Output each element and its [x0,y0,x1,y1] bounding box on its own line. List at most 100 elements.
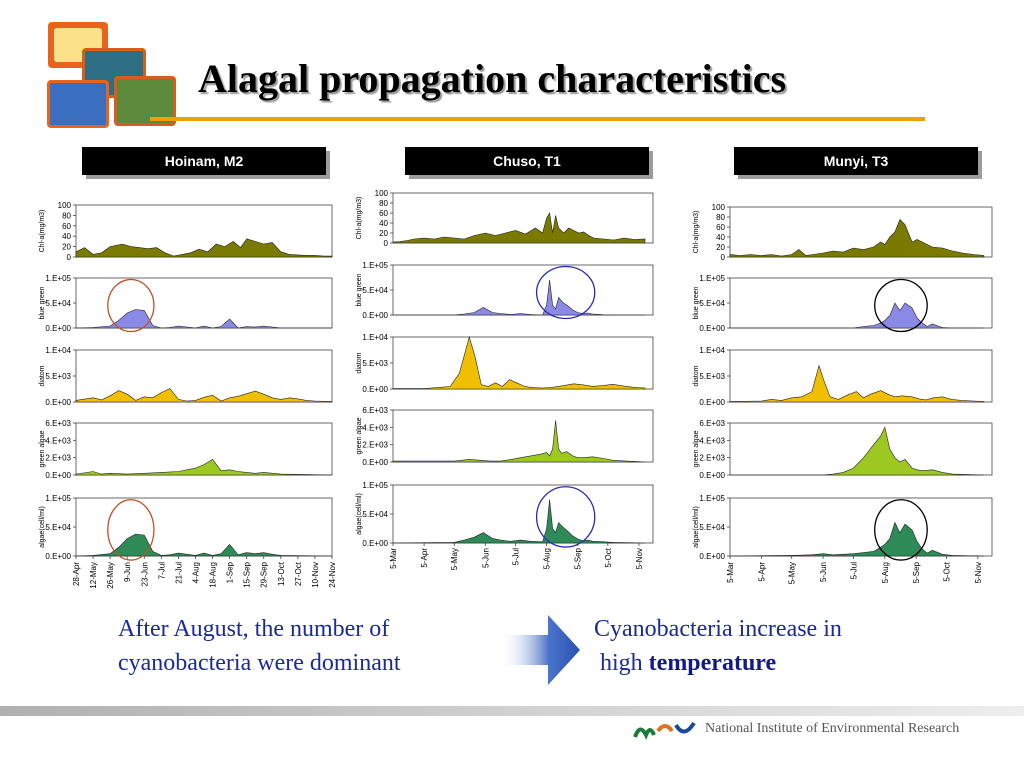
left-caption-line2: cyanobacteria were dominant [118,650,401,676]
y-tick-label-chl: 80 [62,211,71,220]
y-tick-label-green_algae: 2.E+03 [699,454,725,463]
left-caption: After August, the number of cyanobacteri… [118,612,401,680]
y-tick-label-green_algae: 4.E+03 [45,436,71,445]
y-tick-label-algae: 5.E+04 [699,523,725,532]
y-tick-label-algae: 0.E+00 [45,552,71,561]
x-tick-label: 5-Apr [757,562,766,582]
y-axis-label-diatom: diatom [39,365,46,386]
y-tick-label-chl: 80 [716,213,725,222]
page-title: Alagal propagation characteristics [198,56,787,101]
right-caption-line1: Cyanobacteria increase in [594,616,842,642]
plot-frame-blue_green [729,277,993,329]
site-header-hoinam: Hoinam, M2 [82,147,326,175]
x-tick-label: 15-Sep [243,561,252,587]
y-axis-label-green_algae: green algae [693,430,700,467]
x-tick-label: 28-Apr [72,562,81,586]
right-caption: Cyanobacteria increase in high temperatu… [594,612,842,680]
x-tick-label: 5-Jul [511,548,520,566]
y-tick-label-blue_green: 0.E+00 [699,324,725,333]
y-tick-label-blue_green: 1.E+05 [699,274,725,283]
x-tick-label: 13-Oct [277,561,286,586]
plot-frame-chl [729,206,993,258]
y-tick-label-blue_green: 1.E+05 [362,261,388,270]
plot-frame-blue_green [75,277,333,329]
y-tick-label-blue_green: 0.E+00 [45,324,71,333]
x-tick-label: 5-Sep [574,547,583,569]
x-tick-label: 9-Jun [123,562,132,582]
y-axis-label-chl: Chl-a(mg/m3) [39,210,46,253]
left-caption-line1: After August, the number of [118,616,390,642]
y-tick-label-algae: 1.E+05 [362,481,388,490]
series-area-green_algae [730,426,984,476]
x-tick-label: 5-May [450,548,459,570]
plot-frame-green_algae [392,409,654,463]
y-tick-label-algae: 5.E+04 [362,510,388,519]
y-tick-label-chl: 80 [379,199,388,208]
y-tick-label-green_algae: 0.E+00 [45,471,71,480]
y-tick-label-chl: 0 [384,239,389,248]
highlight-circle-blue_green [874,278,928,333]
highlight-circle-blue_green [107,278,155,333]
x-tick-label: 5-Oct [604,547,613,567]
highlight-circle-blue_green [535,265,596,320]
y-axis-label-chl: Chl-a(mg/m3) [356,197,363,240]
nier-logo-icon [633,721,696,740]
x-tick-label: 24-Nov [328,562,337,588]
y-tick-label-chl: 100 [712,203,726,212]
footer-org-name: National Institute of Environmental Rese… [705,721,960,736]
y-tick-label-algae: 5.E+04 [45,523,71,532]
x-tick-label: 5-Aug [543,548,552,569]
series-area-green_algae [75,459,333,476]
y-axis-label-blue_green: blue green [356,273,363,306]
y-tick-label-chl: 60 [62,222,71,231]
x-tick-label: 5-Jul [849,562,858,580]
plot-frame-algae [729,497,993,557]
y-tick-label-chl: 40 [379,219,388,228]
y-tick-label-green_algae: 6.E+03 [699,419,725,428]
x-tick-label: 1-Sep [226,561,235,583]
highlight-circle-algae [107,499,155,561]
plot-frame-blue_green [392,264,654,316]
y-axis-label-diatom: diatom [356,352,363,373]
x-tick-label: 12-May [89,562,98,589]
plot-frame-algae [75,497,333,557]
x-tick-label: 5-Mar [389,548,398,569]
y-tick-label-diatom: 1.E+04 [362,333,388,342]
series-area-diatom [729,364,985,403]
y-tick-label-green_algae: 6.E+03 [362,406,388,415]
series-area-green_algae [392,420,646,463]
highlight-circle-algae [874,499,928,561]
y-tick-label-green_algae: 0.E+00 [362,458,388,467]
y-tick-label-green_algae: 2.E+03 [362,441,388,450]
y-tick-label-chl: 20 [716,243,725,252]
y-tick-label-chl: 20 [62,243,71,252]
x-tick-label: 23-Jun [140,562,149,586]
y-tick-label-blue_green: 5.E+04 [699,299,725,308]
plot-frame-diatom [729,349,993,403]
plot-frame-diatom [392,336,654,390]
x-tick-label: 10-Nov [311,562,320,588]
y-tick-label-blue_green: 1.E+05 [45,274,71,283]
x-tick-label: 5-Mar [726,562,735,583]
y-tick-label-green_algae: 4.E+03 [699,436,725,445]
y-tick-label-blue_green: 0.E+00 [362,311,388,320]
x-tick-label: 5-Apr [420,548,429,568]
y-tick-label-algae: 1.E+05 [45,494,71,503]
y-tick-label-chl: 100 [375,189,389,198]
y-axis-label-blue_green: blue green [693,286,700,319]
right-caption-emphasis: temperature [648,650,777,676]
x-tick-label: 5-Jun [819,562,828,582]
y-tick-label-green_algae: 4.E+03 [362,423,388,432]
series-area-diatom [75,388,333,403]
right-arrow-icon [502,615,580,685]
x-tick-label: 18-Aug [209,562,218,588]
y-axis-label-algae: algae(cell/ml) [693,506,700,548]
y-axis-label-green_algae: green algae [356,417,363,454]
y-axis-label-chl: Chl-a(mg/m3) [693,211,700,254]
site-header-chuso: Chuso, T1 [405,147,649,175]
y-tick-label-green_algae: 0.E+00 [699,471,725,480]
y-tick-label-diatom: 5.E+03 [362,359,388,368]
y-tick-label-diatom: 0.E+00 [699,398,725,407]
y-tick-label-chl: 20 [379,229,388,238]
